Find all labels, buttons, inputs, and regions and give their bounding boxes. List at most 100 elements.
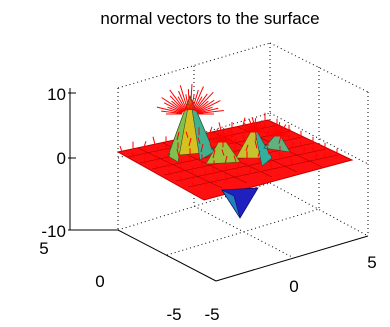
normal-vector	[179, 159, 183, 166]
grid-line	[193, 205, 293, 258]
normal-vector	[188, 154, 192, 163]
normal-vector	[248, 167, 252, 177]
normal-vector	[131, 151, 135, 159]
normal-vector	[290, 141, 294, 150]
normal-vector	[275, 129, 279, 136]
normal-vector	[211, 132, 223, 143]
normal-vector	[189, 84, 193, 111]
normal-vector	[242, 134, 246, 143]
normal-vector	[266, 129, 270, 138]
normal-vector	[156, 106, 183, 114]
normal-vector	[195, 100, 209, 112]
normal-vector	[197, 137, 201, 144]
normal-vector	[236, 161, 240, 171]
normal-vector	[190, 94, 195, 111]
normal-vector	[215, 177, 219, 184]
normal-vector	[224, 155, 228, 165]
peak-main-side	[167, 95, 191, 163]
normal-vector	[221, 149, 225, 156]
normal-vector	[191, 181, 195, 189]
normal-vector	[191, 89, 199, 111]
normal-vector	[152, 136, 156, 145]
normal-vector	[302, 147, 306, 156]
axis-line	[117, 229, 217, 282]
axis-line	[215, 235, 369, 282]
normal-vector	[155, 163, 159, 171]
normal-vector	[248, 118, 255, 133]
y-ticks: 5 0 -5	[39, 239, 181, 324]
normal-vector	[197, 107, 219, 114]
normal-vector	[323, 153, 327, 160]
normal-vector	[192, 86, 204, 111]
normal-vector	[263, 123, 267, 130]
normal-vector	[287, 135, 291, 142]
normal-vector	[164, 142, 168, 151]
z-tick-label: 0	[57, 149, 66, 168]
normal-vector	[155, 147, 159, 154]
normal-vector	[196, 100, 221, 113]
peak-main-shade	[189, 95, 215, 161]
normal-vector	[167, 106, 183, 114]
normal-vector	[200, 143, 204, 153]
normal-vector	[194, 93, 208, 112]
z-tick-label: -10	[41, 222, 66, 241]
normal-vector	[200, 160, 204, 169]
normal-vector	[167, 153, 171, 160]
normal-vector	[188, 137, 192, 147]
normal-vector	[212, 149, 216, 159]
x-tick-label: 5	[367, 253, 376, 272]
peak-left	[205, 135, 241, 165]
normal-vector	[277, 122, 281, 137]
normal-vector	[209, 126, 213, 133]
valley-side	[221, 189, 241, 219]
grid-line	[166, 208, 320, 256]
normal-vector	[161, 110, 183, 115]
normal-vector	[176, 148, 180, 157]
normal-vector	[253, 118, 257, 133]
normal-vector	[212, 166, 216, 175]
normal-vector	[179, 175, 183, 183]
normal-vector	[209, 143, 213, 150]
chart-title: normal vectors to the surface	[100, 9, 319, 28]
surface-plot	[116, 84, 354, 219]
normal-vector	[269, 156, 273, 163]
normal-vector	[193, 96, 203, 111]
normal-vector	[203, 171, 207, 178]
normal-vector	[230, 128, 234, 137]
normal-vector	[251, 117, 255, 124]
peak-right-shade	[253, 125, 273, 167]
normal-vector	[218, 122, 222, 131]
normal-vector	[243, 122, 255, 133]
normal-vector	[185, 94, 190, 111]
normal-vector	[221, 135, 235, 143]
normal-vector	[176, 131, 180, 141]
normal-vector	[119, 145, 123, 153]
normal-vector	[253, 125, 267, 133]
normal-vector	[290, 158, 294, 167]
normal-vector	[257, 167, 261, 174]
normal-vector	[257, 150, 261, 157]
peak-small	[263, 131, 291, 153]
normal-vector	[178, 90, 188, 111]
normal-vector	[277, 124, 287, 137]
normal-vector	[163, 102, 184, 113]
normal-vector	[195, 91, 214, 112]
normal-vector	[169, 95, 185, 112]
normal-vector	[264, 132, 279, 137]
normal-vector	[245, 144, 249, 151]
normal-vector	[143, 157, 147, 165]
normal-vector	[143, 141, 147, 148]
normal-vector	[171, 100, 185, 112]
normal-vector	[179, 85, 189, 111]
normal-vector	[187, 89, 191, 111]
normal-vector	[278, 135, 282, 144]
normal-vector	[299, 141, 303, 148]
normal-vector	[254, 140, 258, 149]
normal-vector	[216, 128, 223, 143]
x-tick-label: 0	[289, 277, 298, 296]
grid-line	[269, 112, 369, 165]
normal-vector	[221, 132, 225, 139]
normal-vector	[197, 110, 224, 115]
tick-marks	[68, 92, 76, 231]
